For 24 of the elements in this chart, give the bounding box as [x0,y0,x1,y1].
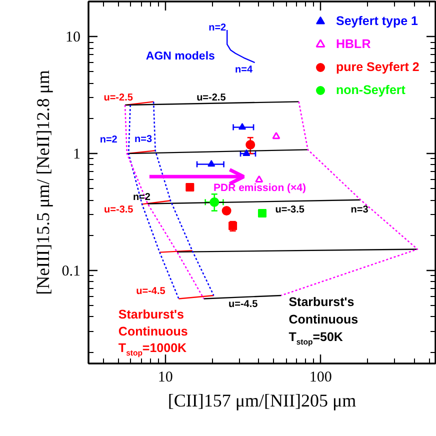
y-tick-label: 1 [73,146,80,163]
annotation: u=-3.5 [104,204,134,216]
legend-label: non-Seyfert [336,82,406,99]
annotation: u=-4.5 [136,286,166,297]
y-axis-title: [NeIII]15.5 μm/ [NeII]12.8 μm [32,70,53,295]
annotation: u=-2.5 [104,92,134,104]
annotation: n=2 [208,22,227,34]
series-label: n=3 [134,134,153,146]
legend-label: HBLR [336,36,371,53]
x-tick-label: 100 [309,370,332,386]
line-series [226,29,256,64]
series-label: AGN models [146,50,215,63]
annotation: n=3 [350,204,369,216]
annotation: u=-2.5 [196,92,226,104]
annotation: u=-3.5 [275,204,305,216]
y-tick-label: 0.1 [62,263,80,280]
y-tick-label: 10 [66,30,80,46]
legend-label: Seyfert type 1 [336,12,418,30]
series-label: PDR emission (×4) [214,182,306,194]
legend-label: pure Seyfert 2 [336,58,420,76]
series-label: n=2 [100,134,118,146]
x-axis-title: [CII]157 μm/[NII]205 μm [168,390,356,410]
annotation: u=-4.5 [228,298,258,310]
annotation: n=4 [235,64,253,76]
